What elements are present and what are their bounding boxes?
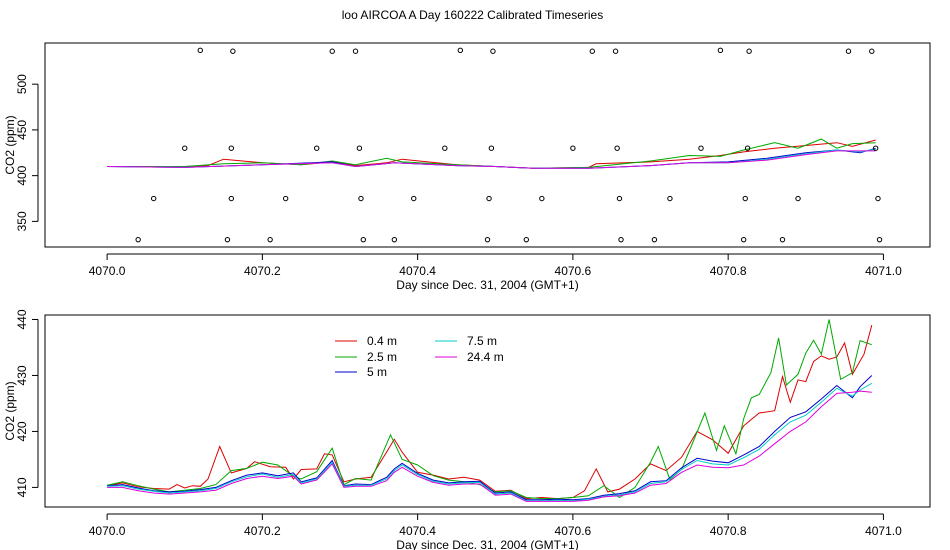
- legend-label: 5 m: [367, 365, 387, 379]
- legend-label: 24.4 m: [467, 350, 504, 364]
- data-marker: [442, 145, 448, 151]
- y-tick-label: 420: [15, 421, 29, 441]
- data-marker: [267, 236, 273, 243]
- data-marker: [356, 145, 363, 151]
- series-line-24-4-mm: [107, 150, 876, 169]
- data-marker: [228, 195, 235, 202]
- data-marker: [742, 195, 748, 202]
- data-marker: [182, 145, 188, 151]
- data-marker: [875, 195, 881, 202]
- data-marker: [314, 145, 320, 151]
- data-marker: [484, 236, 491, 243]
- y-tick-label: 430: [15, 365, 29, 385]
- data-marker: [589, 48, 596, 54]
- data-marker: [746, 48, 752, 54]
- data-marker: [698, 145, 704, 151]
- y-axis-label: CO2 (ppm): [3, 115, 17, 174]
- legend: 0.4 m 2.5 m5 m 7.5 m 24.4 m: [335, 334, 504, 379]
- plot-area: [44, 314, 931, 508]
- data-marker: [523, 236, 530, 243]
- y-tick-label: 450: [15, 120, 29, 140]
- y-tick-label: 400: [15, 165, 29, 185]
- x-tick-label: 4070.4: [399, 524, 436, 538]
- series-line-2-5-mm: [107, 138, 876, 169]
- data-marker: [667, 195, 673, 202]
- data-marker: [717, 47, 724, 54]
- data-marker: [845, 48, 852, 54]
- data-marker: [224, 236, 231, 243]
- x-axis-label: Day since Dec. 31, 2004 (GMT+1): [396, 538, 578, 550]
- data-marker: [616, 195, 623, 202]
- data-marker: [869, 48, 875, 54]
- x-tick-label: 4071.0: [865, 524, 902, 538]
- data-marker: [539, 195, 545, 202]
- y-tick-label: 410: [15, 477, 29, 497]
- plot-area: [44, 42, 931, 248]
- data-marker: [457, 47, 464, 54]
- data-marker: [360, 236, 366, 243]
- y-tick-label: 350: [15, 211, 29, 231]
- series-line-5-mm: [107, 375, 873, 501]
- data-marker: [391, 236, 398, 243]
- series-line-24-4-mm: [107, 390, 872, 502]
- legend-label: 2.5 m: [367, 350, 397, 364]
- x-tick-label: 4070.2: [244, 524, 281, 538]
- data-marker: [614, 145, 620, 151]
- data-marker: [135, 236, 141, 243]
- y-tick-label: 500: [15, 74, 29, 94]
- data-marker: [618, 236, 624, 243]
- series-line-5-mm: [107, 147, 876, 169]
- x-tick-label: 4070.0: [89, 264, 126, 278]
- data-marker: [570, 145, 576, 151]
- data-marker: [486, 195, 492, 202]
- data-marker: [779, 236, 786, 243]
- chart-panel-1: 4070.0 4070.2 4070.4 4070.6 4070.8 4071.0 Day …: [3, 42, 931, 292]
- data-marker: [197, 47, 203, 54]
- x-axis-label: Day since Dec. 31, 2004 (GMT+1): [396, 278, 578, 292]
- data-marker: [358, 195, 364, 202]
- x-tick-label: 4070.8: [710, 524, 747, 538]
- data-marker: [872, 145, 879, 151]
- data-marker: [329, 48, 335, 54]
- x-tick-label: 4070.8: [710, 264, 747, 278]
- data-marker: [352, 48, 359, 54]
- data-marker: [795, 195, 801, 202]
- legend-label: 7.5 m: [467, 334, 497, 348]
- data-marker: [282, 195, 289, 202]
- data-marker: [740, 236, 747, 243]
- x-tick-label: 4070.4: [399, 264, 436, 278]
- data-marker: [488, 145, 495, 151]
- x-tick-label: 4070.2: [244, 264, 281, 278]
- x-tick-label: 4070.0: [89, 524, 126, 538]
- data-marker: [228, 145, 235, 151]
- data-marker: [651, 236, 658, 243]
- data-marker: [230, 48, 236, 54]
- data-marker: [612, 48, 619, 54]
- series-line-0-4-mm: [107, 324, 873, 500]
- series-line-7-5-mm: [107, 382, 873, 502]
- data-marker: [744, 145, 751, 151]
- series-line-2-5-mm: [106, 319, 872, 500]
- x-tick-label: 4071.0: [865, 264, 902, 278]
- chart-title: loo AIRCOA A Day 160222 Calibrated Times…: [341, 8, 604, 22]
- y-axis-label: CO2 (ppm): [3, 381, 17, 440]
- data-marker: [411, 195, 417, 202]
- legend-label: 0.4 m: [367, 334, 397, 348]
- data-marker: [150, 195, 157, 202]
- data-marker: [876, 236, 883, 243]
- y-tick-label: 440: [15, 309, 29, 329]
- chart-panel-2: 4070.0 4070.2 4070.4 4070.6 4070.8 4071.0 Day …: [3, 309, 931, 550]
- x-tick-label: 4070.6: [555, 264, 592, 278]
- x-tick-label: 4070.6: [555, 524, 592, 538]
- data-marker: [490, 48, 496, 54]
